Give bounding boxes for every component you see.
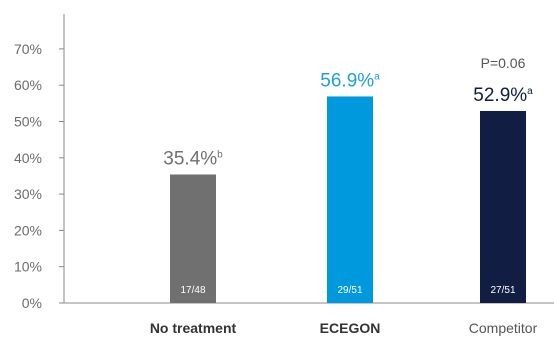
in-bar-count-label: 27/51 (490, 285, 515, 296)
value-superscript: b (217, 149, 223, 160)
bar-no-treatment (170, 174, 216, 303)
y-tick-label: 50% (14, 114, 42, 130)
in-bar-count-label: 29/51 (337, 285, 362, 296)
y-tick-label: 20% (14, 222, 42, 238)
y-tick-label: 70% (14, 41, 42, 57)
y-tick-label: 0% (22, 295, 42, 311)
category-label: ECEGON (320, 320, 381, 336)
in-bar-count-label: 17/48 (180, 285, 205, 296)
value-label: 56.9%a (320, 70, 380, 91)
category-label: Competitor (469, 320, 538, 336)
y-tick-label: 10% (14, 259, 42, 275)
y-tick-label: 40% (14, 150, 42, 166)
value-label: 35.4%b (163, 148, 223, 169)
bar-ecegon (327, 96, 373, 303)
category-label: No treatment (150, 320, 237, 336)
value-label: 52.9%a (473, 85, 533, 106)
y-tick-label: 60% (14, 77, 42, 93)
p-value-annotation: P=0.06 (481, 55, 526, 71)
value-superscript: a (527, 86, 533, 97)
value-superscript: a (374, 71, 380, 82)
bar-competitor (480, 110, 526, 304)
y-tick-label: 30% (14, 186, 42, 202)
